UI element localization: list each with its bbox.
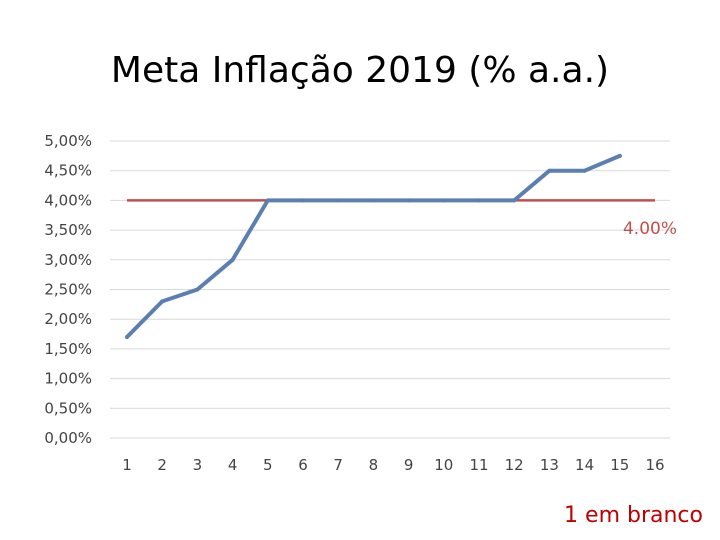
x-tick-label: 15 [610, 456, 629, 474]
target-line-label: 4.00% [623, 219, 677, 239]
data-point [512, 198, 517, 203]
chart-title: Meta Inflação 2019 (% a.a.) [111, 50, 609, 91]
series-group [125, 153, 622, 340]
y-tick-label: 5,00% [44, 132, 92, 150]
data-point [477, 198, 481, 203]
x-tick-label: 4 [228, 456, 238, 474]
y-tick-label: 4,00% [44, 191, 92, 209]
footnote-annotation: 1 em branco [564, 503, 703, 528]
data-point [582, 168, 587, 173]
data-point [301, 198, 305, 203]
x-tick-label: 2 [157, 456, 167, 474]
data-point [265, 198, 270, 203]
y-tick-label: 0,00% [44, 429, 92, 447]
x-tick-label: 7 [333, 456, 343, 474]
y-tick-label: 0,50% [44, 399, 92, 417]
data-point [160, 299, 165, 304]
x-tick-label: 13 [540, 456, 559, 474]
y-tick-label: 3,50% [44, 221, 92, 239]
data-point [617, 153, 622, 158]
y-tick-label: 2,50% [44, 281, 92, 299]
data-point [371, 198, 376, 203]
x-tick-label: 14 [575, 456, 594, 474]
x-tick-label: 10 [434, 456, 453, 474]
x-tick-label: 9 [404, 456, 414, 474]
x-tick-label: 11 [469, 456, 488, 474]
x-tick-label: 12 [505, 456, 524, 474]
y-axis-ticks: 0,00% 0,50% 1,00% 1,50% 2,00% 2,50% 3,00% 3,50%… [44, 132, 92, 447]
data-point [125, 335, 129, 340]
y-tick-label: 4,50% [44, 162, 92, 180]
x-tick-label: 8 [369, 456, 379, 474]
x-tick-label: 6 [298, 456, 308, 474]
x-tick-label: 5 [263, 456, 273, 474]
data-point [547, 168, 552, 173]
data-point [336, 198, 341, 203]
x-axis-ticks: 1 2 3 4 5 6 7 8 9 10 11 12 13 14 15 16 [122, 456, 664, 474]
x-tick-label: 1 [122, 456, 132, 474]
data-point [406, 198, 411, 203]
x-tick-label: 3 [193, 456, 203, 474]
y-tick-label: 3,00% [44, 251, 92, 269]
data-point [441, 198, 446, 203]
data-point [195, 287, 200, 292]
x-tick-label: 16 [645, 456, 664, 474]
series-line [125, 153, 622, 340]
y-tick-label: 1,50% [44, 340, 92, 358]
y-tick-label: 1,00% [44, 370, 92, 388]
data-point [230, 257, 235, 262]
y-tick-label: 2,00% [44, 310, 92, 328]
